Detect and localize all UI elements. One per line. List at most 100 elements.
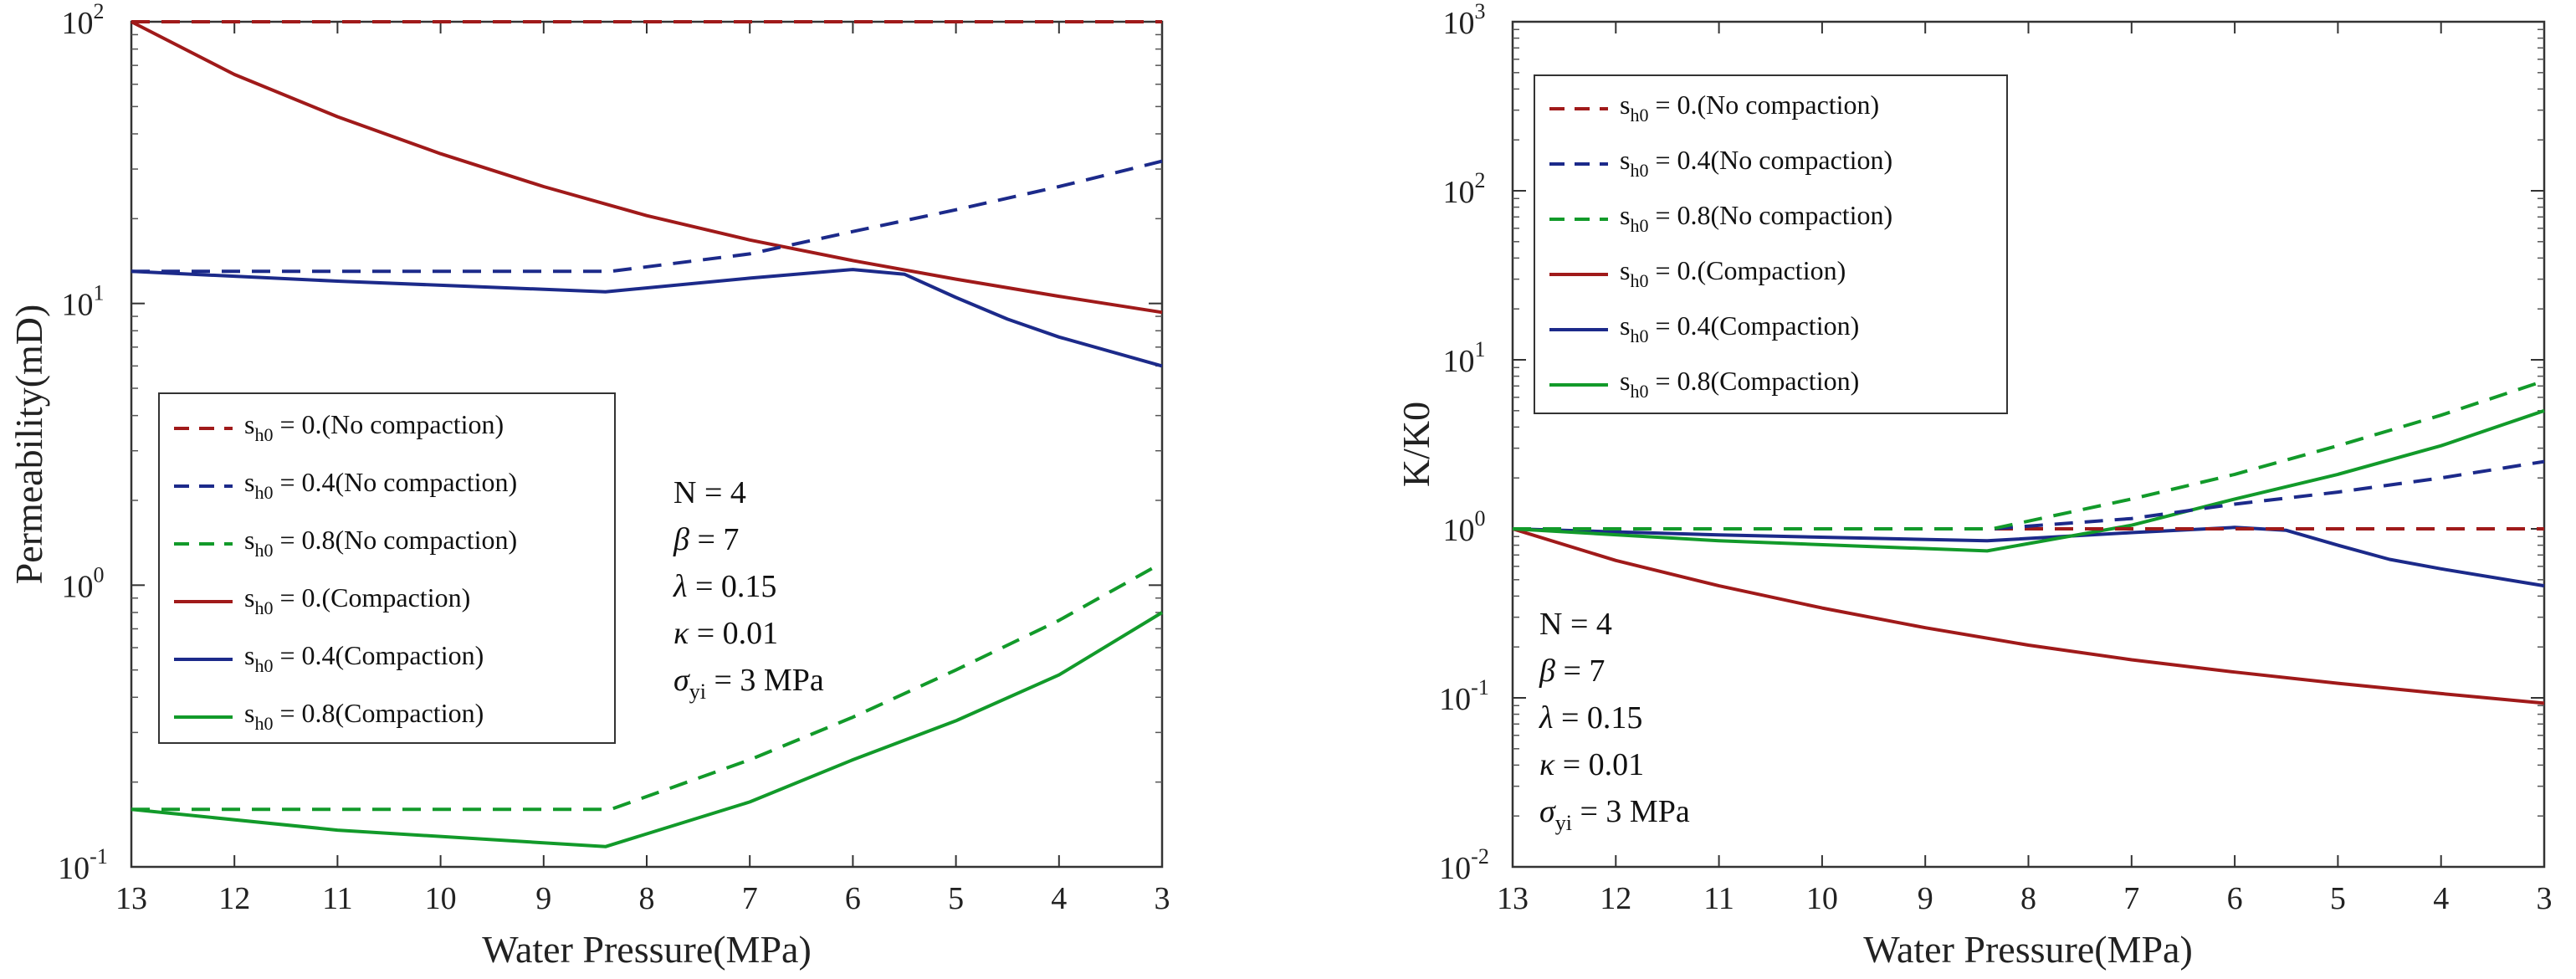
y-tick-label: 10-2 xyxy=(1439,844,1489,886)
series-line-solid-blue xyxy=(131,268,1163,368)
legend-label: sh0 = 0.(No compaction) xyxy=(244,409,504,445)
legend: sh0 = 0.(No compaction)sh0 = 0.4(No comp… xyxy=(1534,74,2008,414)
param-kappa-value: = 0.01 xyxy=(689,616,778,651)
x-axis-label: Water Pressure(MPa) xyxy=(482,928,812,971)
legend-label-subscript: h0 xyxy=(254,597,273,618)
y-tick-label: 103 xyxy=(1443,0,1486,41)
y-tick-label: 102 xyxy=(1443,168,1486,210)
x-tick-label: 12 xyxy=(1600,881,1631,916)
legend-label-subscript: h0 xyxy=(1630,105,1648,126)
param-kappa: κ = 0.01 xyxy=(1539,747,1644,782)
x-tick-label: 11 xyxy=(1703,881,1734,916)
x-tick-label: 12 xyxy=(218,881,250,916)
param-sigma-subscript: yi xyxy=(1555,811,1572,835)
x-tick-label: 4 xyxy=(2433,881,2449,916)
legend-label: sh0 = 0.4(No compaction) xyxy=(244,467,517,503)
legend-label-subscript: h0 xyxy=(254,424,273,445)
y-tick-label: 102 xyxy=(62,0,105,41)
param-beta: β = 7 xyxy=(1539,654,1605,689)
param-sigma: σyi = 3 MPa xyxy=(1539,794,1690,835)
legend-label-text: = 0.(Compaction) xyxy=(1648,255,1846,285)
y-tick-label-base: 10 xyxy=(62,6,94,41)
param-kappa-symbol: κ xyxy=(673,616,689,651)
y-tick-label: 100 xyxy=(62,562,105,604)
series-line-solid-green xyxy=(131,611,1164,848)
legend-label: sh0 = 0.4(No compaction) xyxy=(1620,145,1892,181)
y-tick-label-base: 10 xyxy=(1443,175,1475,210)
param-beta-symbol: β xyxy=(1539,654,1555,689)
x-tick-label: 7 xyxy=(2123,881,2139,916)
y-tick-label-exponent: 2 xyxy=(1475,168,1486,192)
param-sigma-value: = 3 MPa xyxy=(1572,794,1690,829)
param-n: N = 4 xyxy=(673,475,746,510)
x-tick-label: 11 xyxy=(322,881,353,916)
y-tick-label-base: 10 xyxy=(1443,344,1475,379)
y-tick-label-exponent: 1 xyxy=(94,281,105,305)
param-sigma-symbol: σ xyxy=(673,663,690,698)
param-lambda-value: = 0.15 xyxy=(1553,700,1642,736)
legend-label-text: = 0.8(Compaction) xyxy=(273,698,484,728)
legend-label-text: = 0.4(No compaction) xyxy=(273,467,517,497)
legend-label-symbol: s xyxy=(244,698,254,728)
y-tick-label-exponent: 3 xyxy=(1475,0,1486,23)
y-tick-label-base: 10 xyxy=(1443,513,1475,548)
y-tick-label-exponent: 2 xyxy=(94,0,105,23)
param-sigma: σyi = 3 MPa xyxy=(673,663,824,704)
x-tick-label: 10 xyxy=(425,881,457,916)
series-line-solid-blue xyxy=(1512,525,2545,588)
series-lines xyxy=(131,20,1164,848)
legend-label: sh0 = 0.(Compaction) xyxy=(244,582,470,618)
legend-label-text: = 0.4(No compaction) xyxy=(1648,145,1892,175)
legend-label: sh0 = 0.8(No compaction) xyxy=(244,525,517,561)
legend-label-symbol: s xyxy=(244,582,254,613)
param-lambda-symbol: λ xyxy=(673,569,687,604)
x-tick-label: 6 xyxy=(845,881,861,916)
legend-label-subscript: h0 xyxy=(254,655,273,676)
param-sigma-value: = 3 MPa xyxy=(706,663,824,698)
legend-label-text: = 0.(Compaction) xyxy=(273,582,470,613)
param-beta-value: = 7 xyxy=(1555,654,1605,689)
series-line-solid-red xyxy=(131,20,1163,315)
x-tick-label: 5 xyxy=(2330,881,2346,916)
x-tick-label: 13 xyxy=(115,881,147,916)
legend-label-subscript: h0 xyxy=(254,482,273,503)
legend-label: sh0 = 0.8(Compaction) xyxy=(1620,366,1859,402)
param-beta: β = 7 xyxy=(673,522,739,557)
y-tick-label-exponent: 0 xyxy=(94,562,105,587)
y-tick-label-base: 10 xyxy=(62,569,94,604)
legend-label-symbol: s xyxy=(1620,200,1630,230)
x-axis-label: Water Pressure(MPa) xyxy=(1863,928,2193,971)
legend-label-subscript: h0 xyxy=(1630,160,1648,181)
parameter-annotation: N = 4 β = 7 λ = 0.15 κ = 0.01 σyi = 3 MP… xyxy=(1539,607,1690,835)
x-tick-label: 10 xyxy=(1806,881,1838,916)
legend-label-symbol: s xyxy=(1620,90,1630,120)
x-tick-label: 8 xyxy=(639,881,655,916)
series-line-solid-red xyxy=(1512,527,2545,705)
series-line-dashed-blue xyxy=(1513,459,2545,531)
legend-label-text: = 0.4(Compaction) xyxy=(273,640,484,670)
parameter-annotation: N = 4 β = 7 λ = 0.15 κ = 0.01 σyi = 3 MP… xyxy=(673,475,824,704)
legend-label-subscript: h0 xyxy=(1630,215,1648,236)
series-line-dashed-green xyxy=(1513,379,2545,531)
series-line-dashed-green xyxy=(131,561,1163,812)
x-tick-label: 3 xyxy=(1155,881,1170,916)
y-tick-label-base: 10 xyxy=(62,288,94,323)
y-axis-label: K/K0 xyxy=(1395,402,1437,487)
x-tick-label: 4 xyxy=(1051,881,1067,916)
param-lambda-symbol: λ xyxy=(1539,700,1553,736)
legend-label-symbol: s xyxy=(1620,255,1630,285)
legend: sh0 = 0.(No compaction)sh0 = 0.4(No comp… xyxy=(158,392,616,744)
legend-label-symbol: s xyxy=(244,467,254,497)
legend-label-subscript: h0 xyxy=(1630,270,1648,291)
param-kappa: κ = 0.01 xyxy=(673,616,778,651)
x-tick-label: 3 xyxy=(2537,881,2553,916)
param-sigma-subscript: yi xyxy=(689,679,706,704)
y-tick-label: 100 xyxy=(1443,506,1486,548)
legend-label-text: = 0.(No compaction) xyxy=(1648,90,1879,120)
legend-label: sh0 = 0.8(Compaction) xyxy=(244,698,484,734)
param-n: N = 4 xyxy=(1539,607,1612,642)
